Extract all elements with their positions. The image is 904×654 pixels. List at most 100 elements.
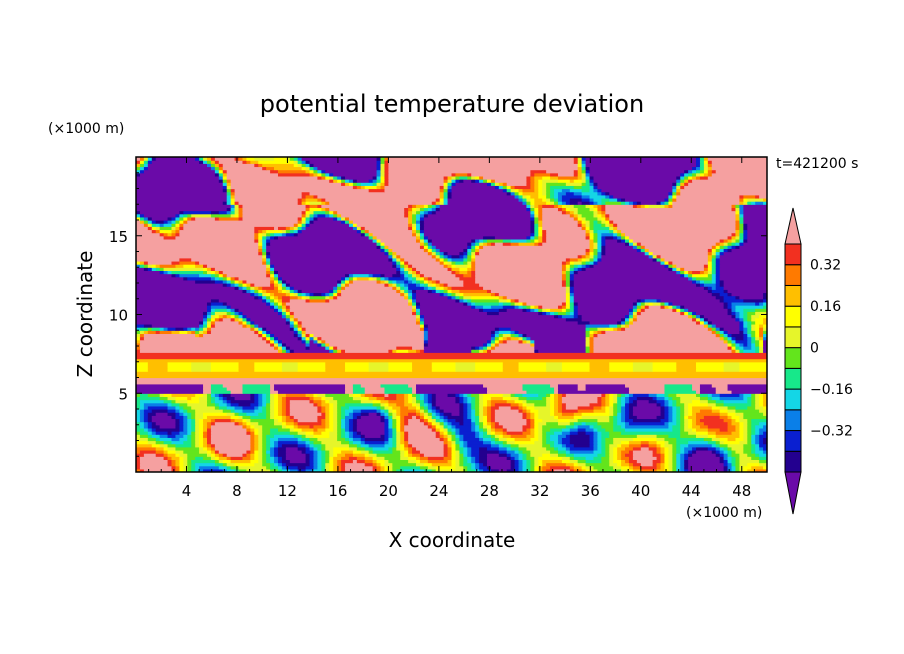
heatmap-cell: [297, 465, 307, 470]
heatmap-cell: [274, 301, 279, 306]
heatmap-cell: [573, 305, 579, 309]
heatmap-cell: [719, 327, 725, 331]
heatmap-cell: [522, 424, 531, 429]
heatmap-cell: [569, 434, 591, 438]
heatmap-cell: [467, 409, 472, 413]
heatmap-cell: [463, 283, 480, 287]
heatmap-cell: [636, 314, 689, 319]
heatmap-cell: [246, 427, 251, 432]
heatmap-cell: [534, 431, 539, 435]
heatmap-cell: [463, 301, 468, 306]
heatmap-cell: [238, 415, 244, 420]
heatmap-cell: [352, 393, 362, 397]
heatmap-cell: [565, 286, 571, 290]
heatmap-cell: [143, 166, 149, 171]
heatmap-cell: [573, 443, 591, 448]
heatmap-cell: [459, 409, 464, 413]
heatmap-cell: [274, 308, 279, 312]
x-tick-label: 24: [429, 482, 448, 500]
heatmap-cell: [625, 242, 630, 246]
heatmap-cell: [727, 311, 733, 316]
heatmap-cell: [593, 179, 677, 183]
heatmap-cell: [471, 248, 476, 253]
heatmap-cell: [751, 333, 756, 338]
heatmap-cell: [711, 289, 725, 294]
heatmap-cell: [230, 311, 236, 316]
heatmap-cell: [747, 342, 752, 347]
heatmap-cell: [577, 163, 583, 168]
heatmap-cell: [427, 336, 492, 341]
heatmap-cell: [388, 364, 413, 369]
heatmap-cell: [234, 317, 240, 322]
heatmap-cell: [400, 424, 405, 429]
heatmap-cell: [187, 327, 192, 331]
heatmap-cell: [569, 459, 579, 464]
heatmap-cell: [419, 320, 425, 325]
heatmap-cell: [274, 157, 287, 161]
heatmap-cell: [159, 424, 177, 429]
heatmap-cell: [333, 286, 338, 290]
heatmap-cell: [625, 421, 630, 426]
heatmap-cell: [175, 443, 192, 448]
heatmap-cell: [384, 437, 389, 442]
heatmap-cell: [506, 431, 524, 435]
heatmap-cell: [707, 157, 767, 161]
heatmap-cell: [475, 418, 480, 423]
heatmap-cell: [297, 157, 303, 161]
heatmap-cell: [743, 210, 767, 215]
heatmap-cell: [151, 415, 173, 420]
heatmap-cell: [672, 456, 677, 460]
heatmap-cell: [167, 270, 173, 275]
heatmap-cell: [747, 333, 752, 338]
heatmap-cell: [380, 465, 386, 470]
heatmap-cell: [226, 453, 244, 457]
heatmap-cell: [475, 273, 563, 278]
heatmap-cell: [384, 421, 389, 426]
heatmap-cell: [554, 197, 559, 202]
heatmap-cell: [502, 185, 508, 190]
heatmap-cell: [139, 459, 169, 464]
heatmap-cell: [352, 383, 362, 388]
heatmap-cell: [534, 462, 539, 467]
heatmap-cell: [439, 197, 445, 202]
heatmap-cell: [664, 440, 669, 445]
heatmap-cell: [471, 295, 500, 300]
heatmap-cell: [419, 229, 425, 234]
heatmap-cell: [573, 169, 579, 174]
heatmap-cell: [183, 424, 188, 429]
heatmap-cell: [183, 459, 188, 464]
heatmap-cell: [199, 418, 204, 423]
heatmap-cell: [597, 446, 602, 451]
heatmap-cell: [557, 409, 563, 413]
heatmap-cell: [613, 393, 618, 397]
heatmap-cell: [617, 320, 622, 325]
heatmap-cell: [676, 361, 697, 366]
heatmap-cell: [191, 405, 216, 410]
heatmap-cell: [561, 402, 567, 407]
heatmap-cell: [664, 453, 669, 457]
heatmap-cell: [664, 465, 669, 470]
heatmap-cell: [699, 409, 713, 413]
heatmap-cell: [384, 172, 389, 177]
heatmap-cell: [530, 418, 535, 423]
heatmap-cell: [352, 449, 362, 454]
heatmap-cell: [258, 163, 263, 168]
heatmap-cell: [242, 204, 307, 208]
heatmap-cell: [206, 157, 212, 161]
heatmap-cell: [759, 456, 767, 460]
heatmap-cell: [502, 238, 512, 243]
heatmap-cell: [360, 226, 366, 231]
heatmap-cell: [289, 295, 299, 300]
heatmap-cell: [743, 238, 748, 243]
heatmap-cell: [136, 308, 208, 312]
heatmap-cell: [498, 453, 508, 457]
heatmap-cell: [471, 242, 476, 246]
heatmap-cell: [475, 396, 480, 401]
heatmap-cell: [621, 431, 681, 435]
heatmap-cell: [435, 204, 441, 208]
heatmap-cell: [337, 453, 346, 457]
heatmap-cell: [234, 276, 240, 281]
heatmap-cell: [427, 418, 433, 423]
heatmap-cell: [557, 396, 563, 401]
heatmap-cell: [727, 427, 737, 432]
